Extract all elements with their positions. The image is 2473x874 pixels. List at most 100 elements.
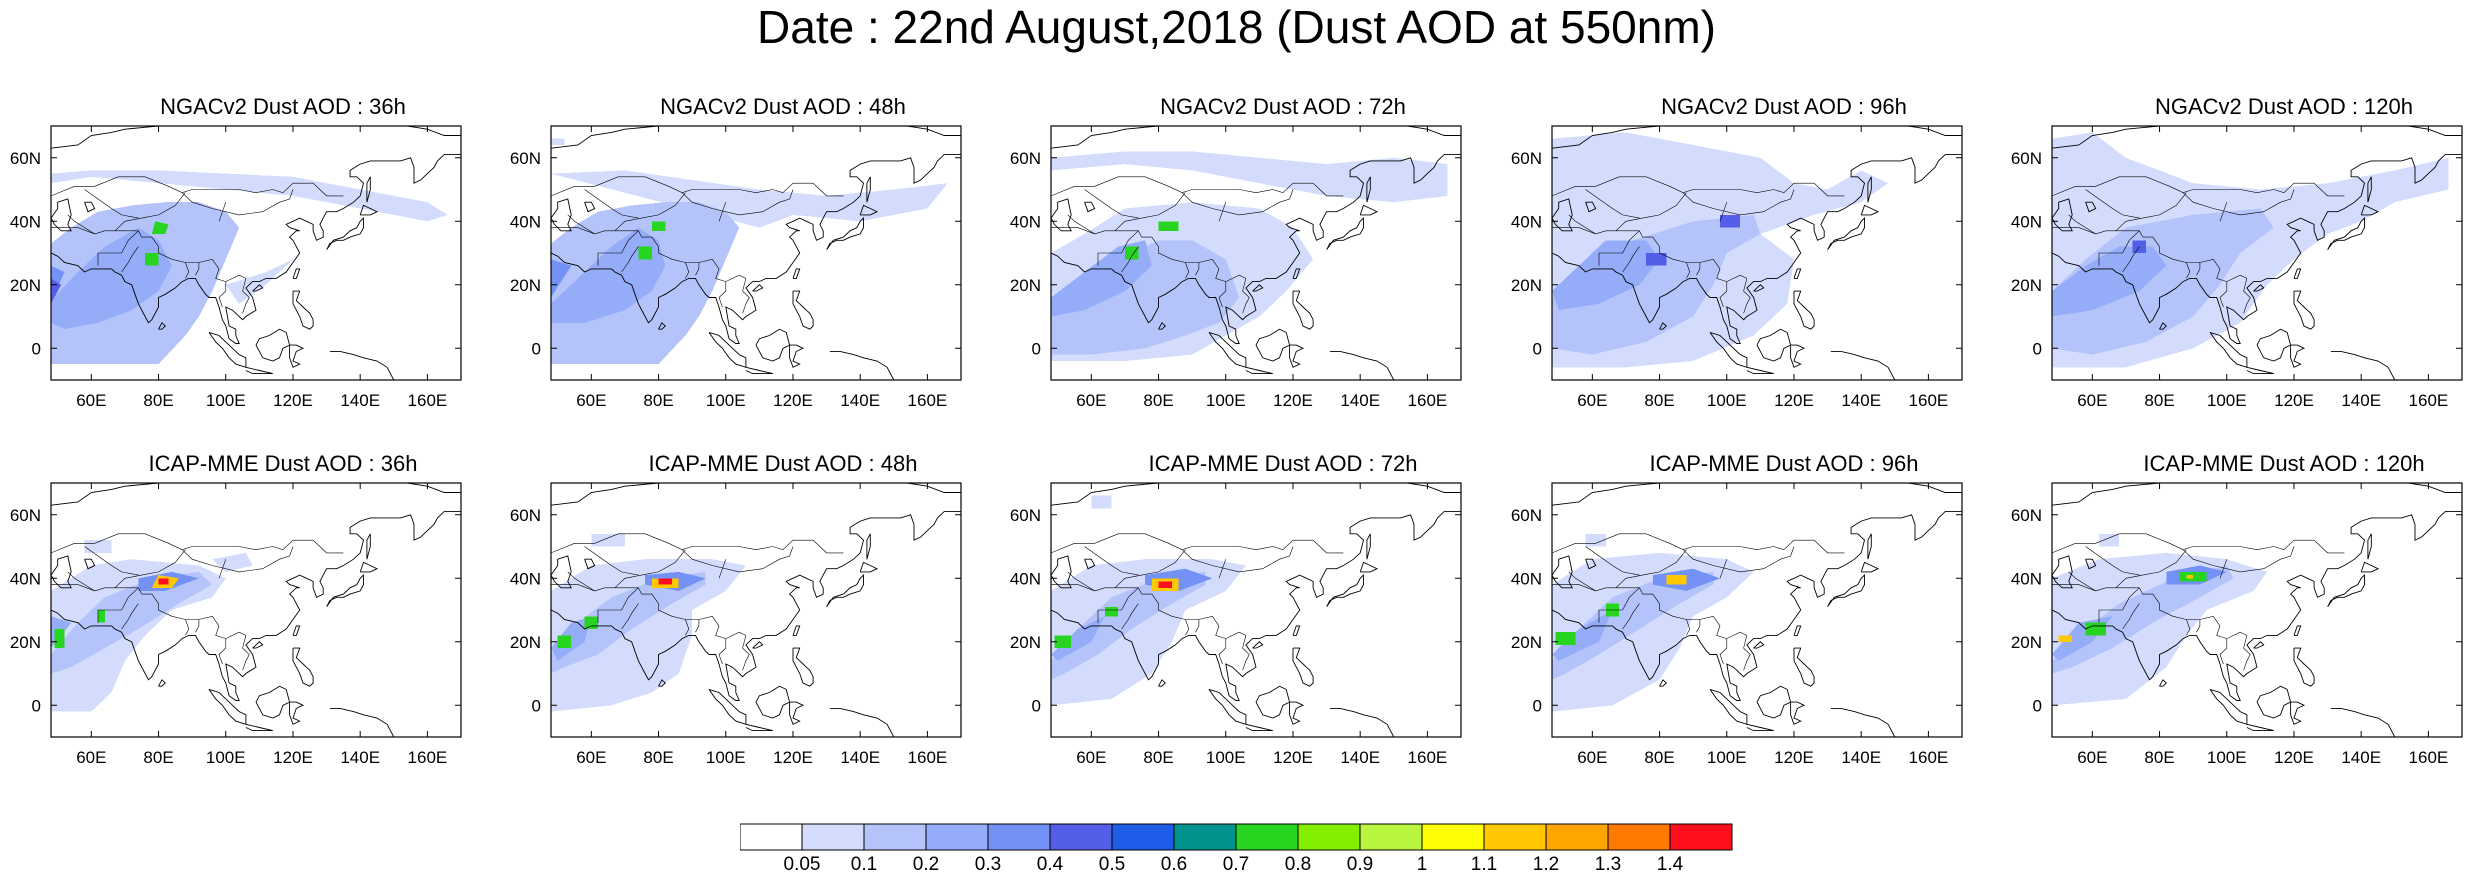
country-border: [1598, 587, 1640, 623]
map-plot: 60E 80E 100E 120E 140E 160E 0 20N 40N 60N: [510, 125, 962, 410]
coastline: [1051, 483, 1159, 506]
coastline: [829, 707, 895, 737]
coastline: [208, 331, 247, 368]
aod-field: [212, 552, 253, 572]
aod-field: [1104, 606, 1119, 617]
coastline: [2159, 322, 2167, 330]
lon-tick-label: 100E: [206, 391, 246, 410]
lon-tick-label: 80E: [1644, 748, 1674, 767]
coastline: [2246, 723, 2274, 732]
coastline: [1289, 344, 1305, 368]
coastline: [1709, 331, 1748, 368]
country-border: [1242, 635, 1250, 671]
country-border: [1051, 227, 1247, 282]
coastline: [292, 290, 314, 330]
country-border: [1585, 546, 1640, 576]
coastline: [2256, 328, 2292, 362]
coastline: [745, 366, 773, 375]
coastline: [1326, 217, 1364, 251]
map-panel: NGACv2 Dust AOD : 96h 60E 80E 100E 120E 140E 1…: [1511, 94, 2019, 459]
country-border: [1067, 214, 1095, 235]
country-border: [584, 189, 639, 219]
coastline: [407, 483, 461, 493]
colorbar-swatch: [1483, 823, 1547, 851]
coastline: [252, 641, 264, 649]
country-border: [84, 189, 139, 219]
lat-tick-label: 60N: [510, 149, 541, 168]
coastline: [2253, 284, 2265, 292]
coastline: [2290, 344, 2306, 368]
lat-tick-label: 60N: [510, 506, 541, 525]
lat-tick-label: 60N: [1010, 506, 1041, 525]
country-border: [1719, 202, 1728, 222]
coastline: [2293, 647, 2315, 687]
lat-tick-label: 60N: [10, 506, 41, 525]
lon-tick-label: 100E: [1707, 748, 1747, 767]
coastline: [366, 176, 371, 203]
country-border: [1552, 584, 1748, 639]
lon-tick-label: 120E: [273, 391, 313, 410]
country-border: [2142, 549, 2187, 576]
lat-tick-label: 20N: [1511, 276, 1542, 295]
colorbar-swatch: [1297, 823, 1361, 851]
country-border: [181, 546, 294, 573]
country-border: [51, 584, 247, 639]
coastline: [2085, 558, 2097, 570]
lat-tick-label: 60N: [1511, 506, 1542, 525]
coastline: [1252, 641, 1264, 649]
lon-tick-label: 160E: [1909, 748, 1949, 767]
country-border: [718, 202, 727, 222]
colorbar-swatch: [1545, 823, 1609, 851]
lat-tick-label: 20N: [1010, 276, 1041, 295]
lat-tick-label: 20N: [2011, 633, 2042, 652]
country-border: [1218, 638, 1227, 665]
country-border: [1242, 278, 1250, 314]
lat-tick-label: 60N: [10, 149, 41, 168]
country-border: [67, 214, 95, 235]
country-border: [742, 278, 750, 314]
coastline: [1326, 574, 1364, 608]
country-border: [1682, 189, 1795, 216]
coastline: [1292, 625, 1301, 636]
country-border: [2068, 571, 2096, 592]
country-border: [742, 635, 750, 671]
coastline: [1827, 217, 1865, 251]
lon-tick-label: 100E: [1206, 391, 1246, 410]
lon-tick-label: 80E: [143, 391, 173, 410]
coastline: [2408, 126, 2462, 136]
panel-title: NGACv2 Dust AOD : 72h: [1160, 94, 1406, 119]
country-border: [685, 619, 690, 636]
panel-title: NGACv2 Dust AOD : 48h: [660, 94, 906, 119]
country-border: [2219, 638, 2228, 665]
country-border: [1181, 546, 1294, 573]
country-border: [1084, 189, 1139, 219]
coastline: [826, 574, 864, 608]
lat-tick-label: 20N: [1511, 633, 1542, 652]
country-border: [1051, 584, 1247, 639]
coastline: [51, 483, 159, 506]
country-border: [597, 230, 639, 266]
coastline: [1245, 723, 1273, 732]
panel-title: ICAP-MME Dust AOD : 96h: [1649, 451, 1919, 476]
lon-tick-label: 140E: [1841, 748, 1881, 767]
country-border: [1218, 559, 1227, 579]
aod-field: [1124, 246, 1139, 260]
country-border: [195, 262, 200, 276]
coastline: [1753, 284, 1765, 292]
country-border: [2085, 189, 2140, 219]
map-frame: [2051, 482, 2463, 738]
aod-field: [1555, 632, 1576, 645]
country-border: [621, 603, 639, 630]
country-border: [1181, 189, 1294, 216]
coastline: [2293, 268, 2302, 279]
country-border: [2243, 635, 2251, 671]
lat-tick-label: 20N: [510, 633, 541, 652]
map-plot: 60E 80E 100E 120E 140E 160E 0 20N 40N 60N: [2011, 482, 2463, 767]
coastline: [1051, 126, 1159, 149]
lon-tick-label: 100E: [706, 391, 746, 410]
coastline: [1746, 723, 1774, 732]
country-border: [1114, 217, 1142, 232]
aod-field: [551, 571, 706, 674]
coastline: [1359, 204, 1379, 216]
coastline: [1585, 558, 1597, 570]
